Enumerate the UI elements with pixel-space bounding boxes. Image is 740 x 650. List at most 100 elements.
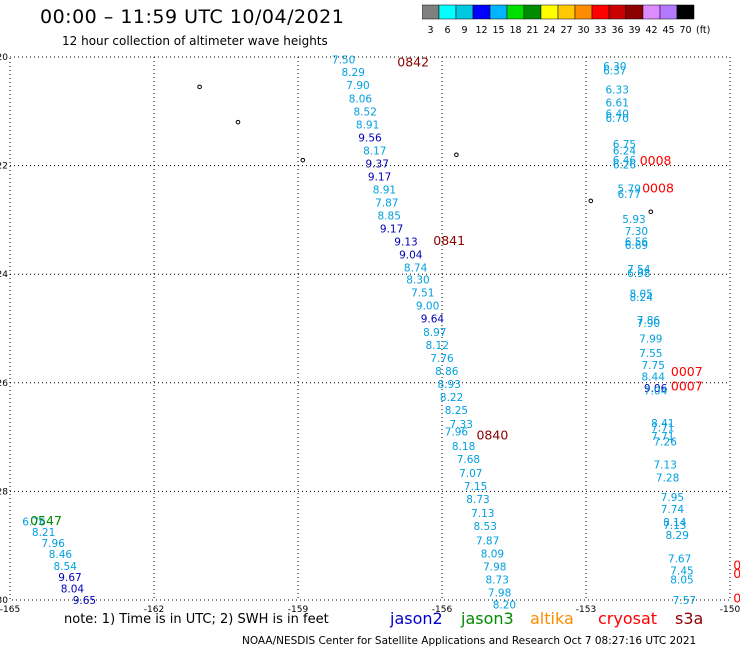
wave-height-value: 7.28 <box>656 472 679 484</box>
longitude-tick-label: -162 <box>144 605 164 615</box>
chart-title: 00:00 – 11:59 UTC 10/04/2021 <box>40 6 345 28</box>
wave-height-value: 7.87 <box>375 198 398 210</box>
legend-jason3: jason3 <box>461 609 514 628</box>
wave-height-value: 9.64 <box>421 314 445 326</box>
island-marker <box>300 157 306 163</box>
latitude-tick-label: -20 <box>0 53 8 63</box>
color-scale-label: 6 <box>444 25 450 36</box>
wave-height-value: 8.73 <box>466 494 489 506</box>
wave-height-value: 8.05 <box>630 289 653 301</box>
wave-height-value: 6.61 <box>606 98 629 110</box>
wave-height-value: 7.96 <box>445 427 469 439</box>
wave-height-value: 8.44 <box>642 371 666 383</box>
color-scale-bar: 3 6 9 12 15 18 21 24 27 30 33 36 39 42 45 70 (ft) <box>422 4 710 36</box>
wave-height-value: 7.71 <box>651 431 674 443</box>
wave-height-value: 8.91 <box>356 119 379 131</box>
wave-height-value: 8.93 <box>438 379 461 391</box>
longitude-tick-label: -150 <box>720 605 740 615</box>
wave-height-value: 7.13 <box>663 520 686 532</box>
wave-height-value: 8.30 <box>406 275 429 287</box>
color-scale-label: 21 <box>526 25 538 36</box>
latitude-tick-label: -24 <box>0 270 8 280</box>
longitude-tick-label: -159 <box>288 605 309 615</box>
wave-height-value: 8.97 <box>423 327 446 339</box>
color-scale-label: 36 <box>611 25 623 36</box>
wave-height-value: 7.76 <box>430 353 454 365</box>
wave-height-value: 8.29 <box>342 67 365 79</box>
wave-height-value: 6.75 <box>613 139 636 151</box>
wave-height-value: 7.67 <box>668 554 691 566</box>
legend-altika: altika <box>530 609 574 628</box>
pass-time-label: 0007 <box>671 364 703 379</box>
wave-height-value: 7.15 <box>464 481 487 493</box>
wave-height-value: 7.86 <box>637 315 661 327</box>
color-scale-label: 15 <box>492 25 504 36</box>
pass-time-label: 0547 <box>30 513 62 528</box>
wave-height-value: 7.98 <box>488 587 511 599</box>
wave-height-value: 8.20 <box>493 599 516 611</box>
color-scale-label: 45 <box>662 25 674 36</box>
wave-height-value: 9.04 <box>399 250 423 262</box>
pass-time-label: 0842 <box>397 54 429 69</box>
color-scale-unit: (ft) <box>696 25 710 36</box>
wave-height-value: 7.54 <box>627 264 651 276</box>
pass-time-label: 0840 <box>476 427 508 442</box>
wave-height-value: 9.13 <box>394 237 417 249</box>
wave-height-value: 7.51 <box>411 288 434 300</box>
wave-height-value: 6.30 <box>603 61 626 73</box>
island-marker <box>197 84 202 90</box>
wave-height-value: 6.98 <box>627 268 650 280</box>
wave-height-value: 8.41 <box>651 418 674 430</box>
color-scale-label: 33 <box>594 25 606 36</box>
wave-height-value: 7.26 <box>654 436 678 448</box>
color-scale-label: 9 <box>461 25 467 36</box>
wave-height-value: 8.52 <box>354 106 377 118</box>
wave-height-value: 7.71 <box>651 422 674 434</box>
wave-height-value: 6.37 <box>603 66 626 78</box>
wave-height-value: 8.24 <box>630 292 654 304</box>
wave-height-value: 8.12 <box>426 340 449 352</box>
wave-height-value: 6.76 <box>22 516 46 528</box>
pass-time-label: 0006 <box>733 558 740 573</box>
wave-height-value: 6.69 <box>625 240 648 252</box>
wave-height-value: 7.57 <box>673 595 696 607</box>
color-scale-label: 30 <box>577 25 589 36</box>
wave-height-value: 8.91 <box>373 184 396 196</box>
color-scale-label: 42 <box>645 25 657 36</box>
wave-height-value: 7.45 <box>670 566 693 578</box>
island-marker <box>454 152 459 158</box>
wave-height-value: 9.37 <box>366 158 389 170</box>
latitude-tick-label: -22 <box>0 162 8 172</box>
chart-subtitle: 12 hour collection of altimeter wave hei… <box>62 34 328 48</box>
wave-height-value: 8.18 <box>452 441 475 453</box>
wave-height-value: 7.90 <box>637 318 660 330</box>
wave-height-value: 8.25 <box>445 405 468 417</box>
wave-height-labels: 7.508.297.908.068.528.919.568.179.379.17… <box>22 55 696 612</box>
wave-height-value: 8.04 <box>61 584 85 596</box>
color-scale-label: 27 <box>560 25 572 36</box>
wave-height-value: 7.55 <box>639 348 662 360</box>
wave-height-value: 8.14 <box>663 517 687 529</box>
islands <box>197 84 654 215</box>
wave-height-value: 6.26 <box>613 160 637 172</box>
color-scale-label: 39 <box>628 25 640 36</box>
plot-border <box>9 56 731 601</box>
wave-height-value: 8.21 <box>32 527 55 539</box>
island-marker <box>235 119 241 125</box>
latitude-tick-label: -30 <box>0 596 8 606</box>
wave-height-value: 7.75 <box>642 360 665 372</box>
wave-height-value: 9.06 <box>644 383 668 395</box>
wave-height-value: 9.56 <box>358 132 382 144</box>
wave-height-value: 7.07 <box>459 468 482 480</box>
color-scale-label: 12 <box>475 25 487 36</box>
wave-height-value: 9.00 <box>416 301 439 313</box>
wave-height-value: 7.95 <box>661 492 684 504</box>
wave-height-value: 6.40 <box>606 108 629 120</box>
wave-height-value: 7.68 <box>457 454 480 466</box>
wave-height-value: 7.30 <box>625 226 648 238</box>
wave-height-value: 8.17 <box>363 145 386 157</box>
wave-height-value: 6.24 <box>613 145 637 157</box>
wave-height-value: 7.04 <box>644 385 668 397</box>
island-marker <box>648 209 654 215</box>
footnote: note: 1) Time is in UTC; 2) SWH is in fe… <box>64 612 329 627</box>
